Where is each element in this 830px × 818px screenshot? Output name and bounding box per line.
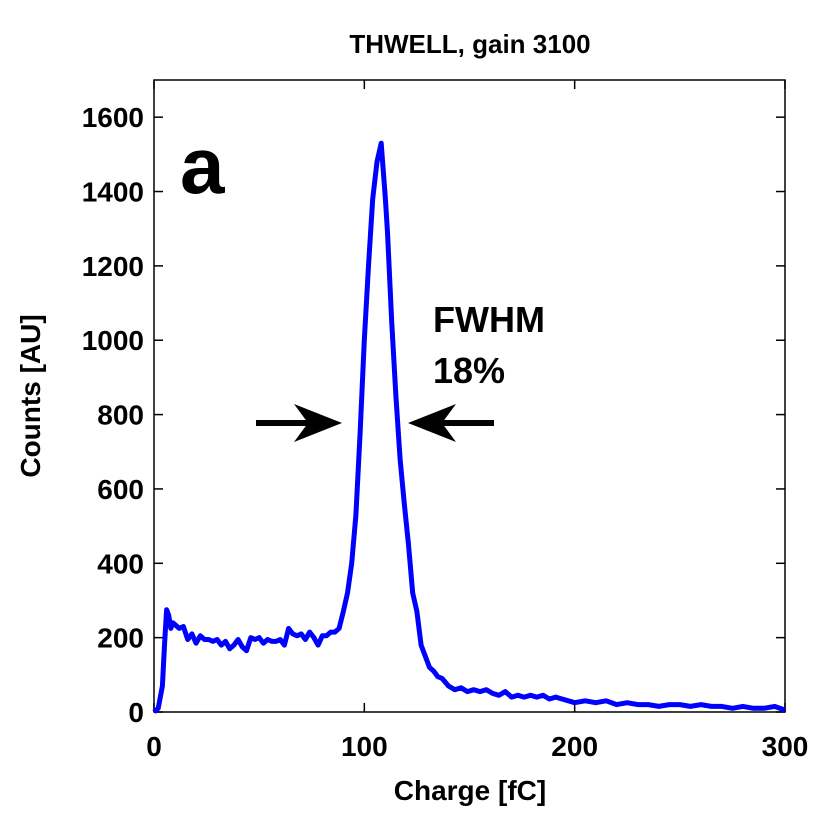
y-tick-label: 1600 (82, 102, 144, 133)
y-tick-label: 1200 (82, 251, 144, 282)
x-axis-label: Charge [fC] (394, 775, 546, 806)
data-line (152, 140, 786, 714)
annotation: 18% (433, 350, 505, 391)
plot-box (153, 79, 786, 713)
y-axis-label: Counts [AU] (15, 314, 46, 477)
arrow-right (408, 404, 494, 442)
y-tick-label: 600 (97, 474, 144, 505)
panel-label: a (180, 121, 225, 210)
annotation: FWHM (433, 299, 545, 340)
x-tick-label: 0 (146, 731, 162, 762)
y-tick-label: 200 (97, 623, 144, 654)
y-tick-label: 1400 (82, 177, 144, 208)
arrow-left (256, 404, 342, 442)
chart-title: THWELL, gain 3100 (349, 29, 590, 59)
y-tick-label: 0 (128, 697, 144, 728)
x-tick-label: 200 (551, 731, 598, 762)
y-tick-label: 400 (97, 548, 144, 579)
y-tick-label: 1000 (82, 325, 144, 356)
x-tick-label: 100 (341, 731, 388, 762)
x-tick-label: 300 (762, 731, 809, 762)
y-tick-label: 800 (97, 400, 144, 431)
